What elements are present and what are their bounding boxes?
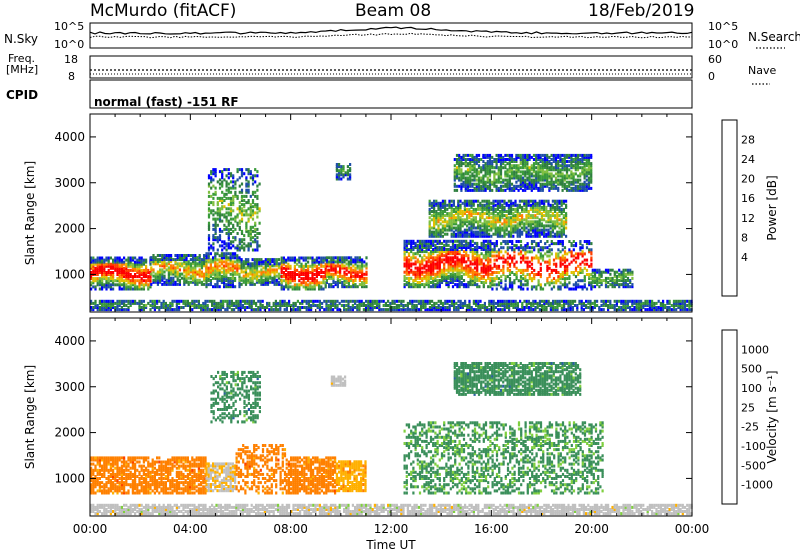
colorbar-tick-velocity-2: 100	[741, 382, 762, 395]
cpid-label: CPID	[6, 88, 39, 102]
echo-region-power-1	[150, 254, 208, 286]
colorbar-tick-velocity-3: 25	[741, 401, 755, 414]
echo-region-velocity-7	[330, 375, 347, 387]
colorbar-tick-velocity-1: 500	[741, 363, 762, 376]
colorbar-tick-power-5: 8	[741, 231, 748, 244]
ytick-label-velocity-3: 4000	[54, 334, 85, 348]
echo-region-power-2	[205, 252, 241, 289]
ytick-label-power-3: 4000	[54, 130, 85, 144]
colorbar-tick-velocity-5: -100	[741, 440, 766, 453]
ylabel-velocity: Slant Range [km]	[23, 365, 37, 469]
xtick-label-2: 08:00	[273, 522, 308, 536]
colorbar-label-velocity: Velocity [m s⁻¹]	[765, 370, 779, 463]
colorbar-label-power: Power [dB]	[765, 175, 779, 240]
xlabel: Time UT	[365, 538, 416, 552]
noise-panel-frame	[89, 22, 693, 49]
echo-region-velocity-6	[210, 370, 261, 424]
colorbar-tick-velocity-4: -25	[741, 421, 759, 434]
freq-label: Freq.	[8, 52, 36, 65]
colorbar-tick-power-6: 4	[741, 251, 748, 264]
echo-region-power-13	[90, 299, 693, 312]
echo-region-velocity-3	[285, 456, 337, 495]
echo-region-velocity-9	[90, 503, 693, 516]
freq-unit-label: [MHz]	[6, 63, 39, 76]
station-title: McMurdo (fitACF)	[90, 1, 237, 21]
echo-region-power-3	[240, 258, 283, 286]
xtick-label-1: 04:00	[173, 522, 208, 536]
xtick-label-0: 00:00	[73, 522, 108, 536]
panel-power	[89, 113, 738, 313]
echo-region-velocity-0	[90, 456, 207, 495]
ytick-label-velocity-0: 1000	[54, 471, 85, 485]
echo-region-power-10	[335, 163, 352, 181]
ytick-label-velocity-1: 2000	[54, 426, 85, 440]
frame-velocity	[89, 317, 693, 517]
colorbar-tick-velocity-7: -1000	[741, 479, 773, 492]
panel-velocity	[89, 317, 738, 517]
ytick-label-velocity-2: 3000	[54, 380, 85, 394]
ytick-label-power-1: 2000	[54, 222, 85, 236]
echo-region-velocity-5	[403, 421, 604, 495]
echo-region-power-5	[325, 256, 368, 289]
freq-tick-low: 8	[68, 70, 75, 83]
ytick-label-power-0: 1000	[54, 267, 85, 281]
noise-search-line	[89, 32, 693, 39]
ylabel-power: Slant Range [km]	[23, 161, 37, 265]
echo-region-power-6	[403, 239, 492, 289]
ytick-label-power-2: 3000	[54, 176, 85, 190]
echo-region-power-12	[453, 153, 593, 192]
nave-label: Nave	[748, 64, 777, 77]
nsearch-tick-high: 10^5	[708, 20, 739, 33]
echo-region-power-11	[428, 199, 568, 238]
xtick-label-5: 20:00	[574, 522, 609, 536]
nsky-tick-high: 10^5	[54, 20, 85, 33]
echo-region-power-4	[280, 256, 327, 291]
xtick-label-6: 00:00	[675, 522, 710, 536]
echo-region-velocity-8	[453, 362, 582, 396]
colorbar-tick-power-2: 20	[741, 173, 755, 186]
echo-region-power-0	[90, 256, 152, 291]
cpid-panel-frame	[89, 79, 693, 109]
colorbar-tick-power-3: 16	[741, 192, 755, 205]
colorbar-tick-power-1: 24	[741, 153, 755, 166]
echo-region-velocity-1	[205, 462, 237, 493]
colorbar-power-frame	[721, 119, 738, 297]
nsky-label: N.Sky	[4, 32, 39, 46]
echo-region-power-8	[591, 268, 634, 289]
colorbar-tick-power-4: 12	[741, 212, 755, 225]
nsearch-tick-low: 10^0	[708, 38, 739, 51]
xtick-label-4: 16:00	[474, 522, 509, 536]
colorbar-tick-velocity-0: 1000	[741, 343, 769, 356]
xtick-label-3: 12:00	[374, 522, 409, 536]
nave-tick-low: 0	[708, 70, 715, 83]
nsky-tick-low: 10^0	[54, 38, 85, 51]
noise-sky-line	[89, 26, 693, 35]
beam-title: Beam 08	[355, 1, 432, 21]
colorbar-tick-velocity-6: -500	[741, 459, 766, 472]
cpid-text: normal (fast) -151 RF	[94, 95, 239, 109]
echo-region-velocity-4	[335, 460, 367, 493]
date-title: 18/Feb/2019	[588, 1, 695, 21]
nsearch-label: N.Search	[748, 30, 800, 44]
colorbar-tick-power-0: 28	[741, 134, 755, 147]
freq-panel-frame	[89, 55, 693, 79]
freq-tick-high: 18	[64, 53, 78, 66]
colorbar-velocity-frame	[721, 329, 738, 505]
echo-region-power-7	[491, 240, 593, 291]
echo-region-power-9	[207, 168, 261, 252]
nave-tick-high: 60	[708, 53, 722, 66]
echo-region-velocity-2	[235, 444, 287, 495]
